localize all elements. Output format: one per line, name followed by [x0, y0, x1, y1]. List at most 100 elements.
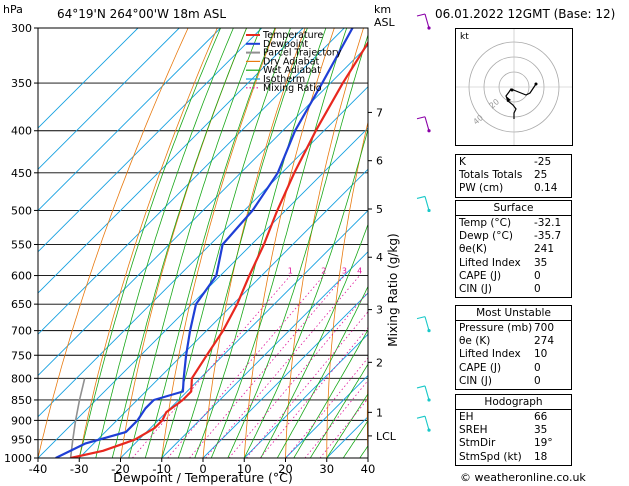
wet-adiabat: [177, 28, 308, 458]
station-location: 64°19'N 264°00'W 18m ASL: [57, 7, 227, 21]
dry-adiabat: [285, 28, 364, 458]
dewpoint-profile: [55, 28, 354, 458]
panel-title: Most Unstable: [456, 306, 571, 321]
panel-title: Surface: [456, 201, 571, 216]
wet-adiabat: [309, 363, 368, 458]
index-row: K -25: [459, 156, 552, 168]
pressure-tick-label: 600: [11, 270, 32, 283]
wind-barb: [424, 116, 430, 131]
wind-barb-base: [427, 129, 431, 133]
parcel-trajectory: [69, 378, 86, 458]
legend-entry: Mixing Ratio: [263, 83, 322, 94]
wet-adiabat: [260, 223, 368, 458]
height-tick-label: 3: [376, 304, 383, 317]
wind-barb-flag: [416, 415, 426, 419]
isotherm: [38, 28, 221, 212]
isotherm: [38, 28, 180, 170]
hodograph-point: [510, 88, 514, 92]
wet-adiabat: [128, 28, 261, 458]
km-label: km: [374, 3, 391, 16]
pressure-tick-label: 950: [11, 434, 32, 447]
temperature-tick-label: 0: [199, 462, 206, 476]
legend-entry: Wet Adiabat: [263, 65, 321, 76]
surface-row: Temp (°C) -32.1: [459, 217, 562, 229]
wind-barb-flag: [416, 195, 426, 199]
height-tick-label: 7: [376, 106, 383, 119]
hodograph-plot: kt 20 40: [456, 29, 572, 145]
pressure-tick-label: 400: [11, 125, 32, 138]
mixing-ratio-axis-label: Mixing Ratio (g/kg): [386, 233, 400, 346]
mixing-ratio-line: [167, 275, 325, 458]
pressure-tick-label: 700: [11, 325, 32, 338]
background-lines: [38, 28, 616, 458]
wet-adiabat: [111, 28, 247, 458]
wet-adiabat: [210, 28, 348, 458]
wet-adiabat: [293, 328, 368, 458]
legend-entry: Parcel Trajectory: [263, 48, 342, 59]
dry-adiabat: [78, 28, 218, 458]
hodo-row: StmDir 19°: [459, 437, 553, 450]
wind-barb-flag: [416, 116, 426, 120]
surface-row: Dewp (°C) -35.7: [459, 230, 562, 243]
asl-label: ASL: [374, 16, 396, 29]
wet-adiabat: [95, 28, 234, 458]
temperature-tick-label: -20: [111, 462, 130, 476]
dry-adiabat: [202, 28, 306, 458]
mu-row: CAPE (J) 0: [459, 361, 541, 374]
wind-barbs: [416, 13, 431, 432]
wind-barb-flag: [416, 385, 426, 389]
hodograph-ring-label: 20: [488, 97, 502, 110]
dry-adiabat: [407, 28, 452, 458]
mixing-ratio-label: 1: [288, 267, 293, 276]
wet-adiabat: [243, 127, 368, 458]
wet-adiabat: [78, 28, 221, 458]
isotherm: [38, 44, 368, 377]
temperature-tick-label: -10: [152, 462, 171, 476]
pressure-tick-label: 550: [11, 238, 32, 251]
wind-barb-base: [427, 329, 431, 333]
pressure-tick-label: 650: [11, 298, 32, 311]
hodo-row: EH 66: [459, 411, 548, 423]
mixing-ratio-line: [285, 357, 368, 458]
surface-row: Lifted Index 35: [459, 256, 548, 269]
wind-barb: [424, 316, 430, 331]
height-tick-label: 6: [376, 155, 383, 168]
legend-entry: Dewpoint: [263, 39, 308, 50]
wind-barb-flag: [416, 13, 426, 17]
mixing-ratio-line: [228, 291, 368, 458]
mu-row: CIN (J) 0: [459, 374, 541, 387]
height-tick-label: 4: [376, 251, 383, 264]
indices-panel: K -25 Totals Totals 25 PW (cm) 0.14: [455, 154, 572, 198]
isotherm: [285, 374, 368, 458]
pressure-tick-label: 850: [11, 394, 32, 407]
legend-entry: Isotherm: [263, 74, 305, 85]
legend-entry: Dry Adiabat: [263, 56, 320, 67]
sounding-datetime: 06.01.2022 12GMT (Base: 12): [435, 7, 616, 21]
dry-adiabat: [38, 28, 189, 458]
height-tick-label: 2: [376, 356, 383, 369]
hpa-label: hPa: [3, 3, 23, 16]
hodograph-point: [534, 82, 538, 86]
copyright: © weatheronline.co.uk: [460, 471, 586, 484]
index-row: Totals Totals 25: [459, 169, 548, 182]
legend-entry: Temperature: [262, 30, 323, 41]
profiles: [55, 28, 368, 458]
height-tick-label: 1: [376, 406, 383, 419]
pressure-tick-label: 500: [11, 204, 32, 217]
pressure-tick-label: 900: [11, 414, 32, 427]
wind-barb: [424, 385, 430, 401]
surface-row: θe(K) 241: [459, 243, 555, 256]
pressure-tick-label: 750: [11, 349, 32, 362]
isotherm: [38, 28, 139, 129]
x-axis-label: Dewpoint / Temperature (°C): [113, 470, 292, 485]
dry-adiabat: [587, 28, 616, 458]
wind-barb-base: [427, 398, 431, 402]
surface-row: CAPE (J) 0: [459, 269, 541, 282]
hodograph-unit: kt: [460, 32, 469, 42]
height-axis: 7 6 5 4 3 2 1 LCL: [368, 106, 397, 443]
dry-adiabat: [161, 28, 277, 458]
storm-motion-arrow: [506, 96, 511, 102]
panel-title: Hodograph: [456, 395, 571, 410]
hodo-row: StmSpd (kt) 18: [459, 450, 548, 463]
temperature-tick-label: 20: [278, 462, 293, 476]
